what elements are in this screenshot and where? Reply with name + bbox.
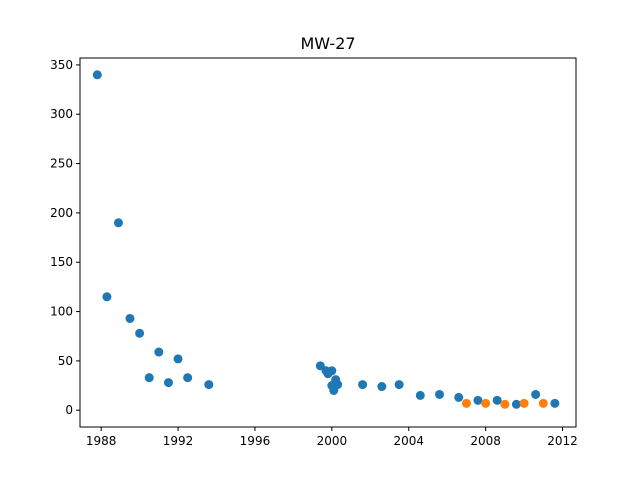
data-point-blue — [135, 328, 145, 338]
plot-axes: 1988 1992 1996 2000 2004 2008 2012 0 50 100 150 20… — [50, 57, 578, 448]
x-tick-label: 1996 — [240, 434, 271, 448]
data-point-blue — [92, 70, 102, 80]
data-point-blue — [333, 380, 343, 390]
y-tick-label: 350 — [50, 58, 73, 72]
y-axis: 0 50 100 150 200 250 300 350 — [50, 58, 80, 417]
chart-title: MW-27 — [300, 34, 355, 53]
x-tick-label: 2000 — [317, 434, 348, 448]
data-point-blue — [327, 366, 337, 376]
data-point-blue — [531, 389, 541, 399]
data-point-blue — [394, 380, 404, 390]
data-point-blue — [454, 392, 464, 402]
data-point-blue — [125, 313, 135, 323]
x-tick-label: 2008 — [470, 434, 501, 448]
data-point-blue — [435, 389, 445, 399]
data-point-blue — [511, 399, 521, 409]
y-tick-label: 0 — [65, 403, 73, 417]
axes-frame — [79, 57, 577, 428]
data-point-blue — [154, 347, 164, 357]
data-point-blue — [173, 354, 183, 364]
data-points — [92, 70, 560, 409]
y-tick-label: 200 — [50, 206, 73, 220]
data-point-blue — [144, 373, 154, 383]
data-point-blue — [492, 395, 502, 405]
y-tick-label: 150 — [50, 255, 73, 269]
data-point-blue — [377, 382, 387, 392]
data-point-orange — [481, 398, 491, 408]
data-point-blue — [358, 380, 368, 390]
data-point-blue — [473, 395, 483, 405]
data-point-blue — [415, 390, 425, 400]
data-point-orange — [461, 398, 471, 408]
x-axis: 1988 1992 1996 2000 2004 2008 2012 — [86, 427, 578, 448]
x-tick-label: 1992 — [163, 434, 194, 448]
x-tick-label: 2004 — [393, 434, 424, 448]
data-point-orange — [519, 398, 529, 408]
data-point-blue — [102, 292, 112, 302]
y-tick-label: 250 — [50, 157, 73, 171]
x-tick-label: 2012 — [547, 434, 578, 448]
y-tick-label: 100 — [50, 305, 73, 319]
data-point-blue — [183, 373, 193, 383]
data-point-blue — [113, 218, 123, 228]
data-point-orange — [538, 398, 548, 408]
data-point-blue — [204, 380, 214, 390]
y-tick-label: 300 — [50, 107, 73, 121]
y-tick-label: 50 — [58, 354, 73, 368]
data-point-blue — [163, 378, 173, 388]
data-point-blue — [550, 398, 560, 408]
data-point-orange — [500, 399, 510, 409]
x-tick-label: 1988 — [86, 434, 117, 448]
